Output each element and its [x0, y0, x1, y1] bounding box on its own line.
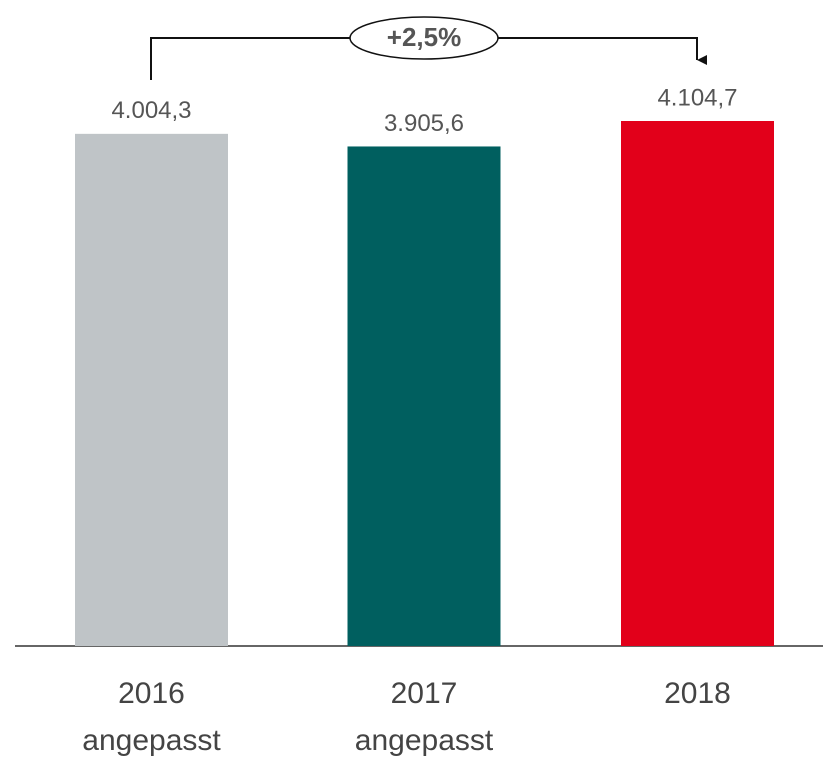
value-label: 4.004,3	[111, 97, 191, 124]
value-label: 3.905,6	[384, 110, 464, 137]
bar	[347, 146, 501, 646]
growth-connector	[150, 37, 697, 80]
bar	[621, 121, 774, 646]
category-label: 2016 angepasst	[82, 677, 221, 757]
annotation-ellipse	[349, 16, 499, 60]
value-label: 4.104,7	[657, 84, 737, 111]
bar	[75, 133, 228, 646]
category-label: 2017 angepasst	[354, 677, 494, 757]
category-label: 2018	[664, 677, 731, 710]
annotation: +2,5%	[387, 22, 461, 52]
